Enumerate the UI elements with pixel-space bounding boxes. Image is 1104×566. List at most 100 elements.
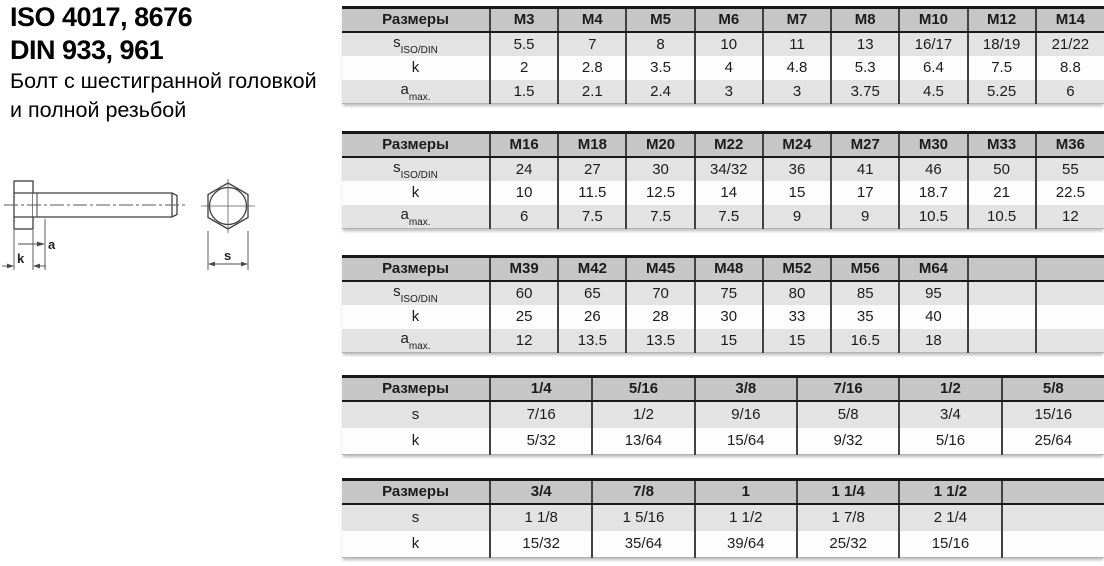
column-header: M8 bbox=[830, 7, 900, 33]
value-cell: 15/64 bbox=[693, 427, 797, 455]
value-cell: 3.75 bbox=[830, 79, 900, 104]
value-cell: 85 bbox=[830, 280, 900, 305]
value-cell: 12 bbox=[488, 328, 559, 353]
table-row: s 1 1/8 1 5/16 1 1/2 1 7/8 2 1/4 bbox=[342, 503, 1104, 531]
value-cell: 27 bbox=[557, 156, 627, 181]
value-cell: 13 bbox=[830, 31, 900, 56]
column-header: M27 bbox=[830, 132, 900, 158]
value-cell: 55 bbox=[1034, 156, 1104, 181]
value-cell bbox=[1034, 304, 1104, 329]
column-header: M7 bbox=[761, 7, 832, 33]
table-row: k 25 26 28 30 33 35 40 bbox=[342, 304, 1104, 329]
value-cell: 25/64 bbox=[1000, 427, 1104, 455]
spec-table: Размеры M3 M4 M5 M6 M7 M8 M10 M12 M14 sISO/DIN 5.5 7… bbox=[342, 6, 1104, 104]
value-cell: 6 bbox=[1034, 79, 1104, 104]
column-header: 5/16 bbox=[591, 376, 695, 402]
value-cell: 18/19 bbox=[966, 31, 1036, 56]
row-label: amax. bbox=[400, 330, 431, 353]
value-cell: 2.8 bbox=[557, 55, 627, 80]
value-cell: 5/8 bbox=[795, 400, 900, 428]
value-cell: 15 bbox=[761, 180, 832, 205]
column-header: 7/16 bbox=[795, 376, 900, 402]
column-header: M48 bbox=[693, 256, 763, 282]
spec-table: Размеры M16 M18 M20 M22 M24 M27 M30 M33 M36 sISO/D… bbox=[342, 131, 1104, 229]
row-label: k bbox=[411, 535, 420, 553]
value-cell: 15/32 bbox=[488, 530, 593, 558]
value-cell: 25 bbox=[488, 304, 559, 329]
value-cell bbox=[1000, 530, 1104, 558]
value-cell: 15/16 bbox=[898, 530, 1002, 558]
size-table-inch-large: Размеры 3/4 7/8 1 1 1/4 1 1/2 s 1 1/8 1 5/16 1 1/… bbox=[342, 478, 1104, 558]
value-cell: 9 bbox=[761, 204, 832, 229]
value-cell: 95 bbox=[898, 280, 968, 305]
value-cell bbox=[966, 304, 1036, 329]
column-header: M18 bbox=[557, 132, 627, 158]
value-cell: 3.5 bbox=[625, 55, 695, 80]
column-header: M22 bbox=[693, 132, 763, 158]
table-row: sISO/DIN 5.5 7 8 10 11 13 16/17 18/19 21/22 bbox=[342, 31, 1104, 56]
value-cell: 15/16 bbox=[1000, 400, 1104, 428]
value-cell: 39/64 bbox=[693, 530, 797, 558]
value-cell: 3/4 bbox=[898, 400, 1002, 428]
value-cell: 22.5 bbox=[1034, 180, 1104, 205]
column-header: M64 bbox=[898, 256, 968, 282]
row-label: s bbox=[411, 406, 420, 423]
column-header: M14 bbox=[1034, 7, 1104, 33]
value-cell: 1.5 bbox=[488, 79, 559, 104]
size-table-m16-m36: Размеры M16 M18 M20 M22 M24 M27 M30 M33 M36 sISO/D… bbox=[342, 131, 1104, 229]
value-cell: 24 bbox=[488, 156, 559, 181]
row-label: k bbox=[411, 308, 420, 325]
value-cell: 5.5 bbox=[488, 31, 559, 56]
column-header: M20 bbox=[625, 132, 695, 158]
spec-table: Размеры M39 M42 M45 M48 M52 M56 M64 sISO/DIN 60 65… bbox=[342, 255, 1104, 353]
value-cell: 7 bbox=[557, 31, 627, 56]
table-row: amax. 12 13.5 13.5 15 15 16.5 18 bbox=[342, 328, 1104, 353]
spec-table: Размеры 3/4 7/8 1 1 1/4 1 1/2 s 1 1/8 1 5/16 1 1/… bbox=[342, 478, 1104, 558]
bolt-technical-drawing: a k s bbox=[0, 172, 330, 302]
row-label: sISO/DIN bbox=[393, 34, 438, 56]
column-header bbox=[1000, 479, 1104, 505]
row-label: sISO/DIN bbox=[393, 283, 438, 305]
size-table-m39-m64: Размеры M39 M42 M45 M48 M52 M56 M64 sISO/DIN 60 65… bbox=[342, 255, 1104, 353]
column-header: M4 bbox=[557, 7, 627, 33]
value-cell: 33 bbox=[761, 304, 832, 329]
value-cell: 5/32 bbox=[488, 427, 593, 455]
table-row: k 2 2.8 3.5 4 4.8 5.3 6.4 7.5 8.8 bbox=[342, 55, 1104, 80]
value-cell: 6 bbox=[488, 204, 559, 229]
value-cell: 15 bbox=[761, 328, 832, 353]
value-cell: 80 bbox=[761, 280, 832, 305]
value-cell: 25/32 bbox=[795, 530, 900, 558]
value-cell: 13.5 bbox=[625, 328, 695, 353]
value-cell: 2 1/4 bbox=[898, 503, 1002, 531]
table-row: k 5/32 13/64 15/64 9/32 5/16 25/64 bbox=[342, 427, 1104, 455]
value-cell: 65 bbox=[557, 280, 627, 305]
value-cell: 21/22 bbox=[1034, 31, 1104, 56]
table-row: amax. 6 7.5 7.5 7.5 9 9 10.5 10.5 12 bbox=[342, 204, 1104, 229]
column-header: M33 bbox=[966, 132, 1036, 158]
row-label: amax. bbox=[400, 206, 431, 229]
column-header: M45 bbox=[625, 256, 695, 282]
value-cell bbox=[1034, 280, 1104, 305]
spec-table: Размеры 1/4 5/16 3/8 7/16 1/2 5/8 s 7/16 1/2 9/16 5… bbox=[342, 375, 1104, 455]
table-corner-label: Размеры bbox=[342, 376, 490, 402]
value-cell: 17 bbox=[830, 180, 900, 205]
value-cell: 5/16 bbox=[898, 427, 1002, 455]
value-cell: 50 bbox=[966, 156, 1036, 181]
table-row: sISO/DIN 60 65 70 75 80 85 95 bbox=[342, 280, 1104, 305]
value-cell bbox=[966, 280, 1036, 305]
column-header: M36 bbox=[1034, 132, 1104, 158]
table-corner-label: Размеры bbox=[342, 132, 490, 158]
table-corner-label: Размеры bbox=[342, 479, 490, 505]
value-cell: 9/16 bbox=[693, 400, 797, 428]
column-header: M30 bbox=[898, 132, 968, 158]
column-header: M6 bbox=[693, 7, 763, 33]
row-label: k bbox=[411, 432, 420, 450]
value-cell: 10.5 bbox=[898, 204, 968, 229]
row-label: s bbox=[411, 509, 420, 526]
bolt-drawing-svg: a k s bbox=[2, 179, 255, 270]
value-cell: 7.5 bbox=[625, 204, 695, 229]
value-cell: 14 bbox=[693, 180, 763, 205]
value-cell: 8.8 bbox=[1034, 55, 1104, 80]
column-header: M56 bbox=[830, 256, 900, 282]
size-table-inch-small: Размеры 1/4 5/16 3/8 7/16 1/2 5/8 s 7/16 1/2 9/16 5… bbox=[342, 375, 1104, 455]
